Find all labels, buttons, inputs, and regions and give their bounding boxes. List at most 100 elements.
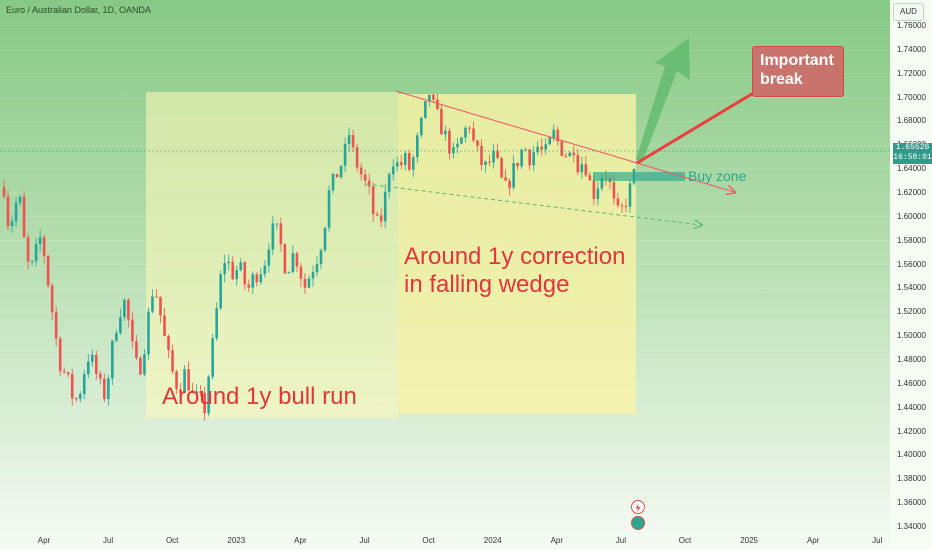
time-tick-label: Oct	[678, 536, 692, 545]
candle-body	[86, 361, 90, 375]
candle-body	[496, 150, 499, 158]
candle-body	[379, 215, 383, 222]
candle-body	[343, 143, 347, 166]
time-tick-label: Jul	[102, 536, 114, 545]
candle-body	[46, 255, 50, 286]
candle-body	[203, 392, 206, 414]
correction-label-line1: Around 1y correction	[404, 243, 626, 270]
candle-body	[448, 130, 451, 154]
price-tick-label: 1.74000	[897, 44, 926, 54]
price-tick-label: 1.48000	[897, 355, 926, 364]
candle-body	[267, 249, 271, 266]
important-break-line2: break	[760, 71, 803, 88]
candle-body	[411, 157, 415, 170]
candle-body	[544, 144, 548, 150]
bar-countdown: 16:58:01	[893, 153, 932, 162]
candle-body	[440, 109, 443, 135]
candle-body	[407, 153, 411, 170]
candle-body	[155, 296, 158, 298]
candle-body	[576, 155, 580, 173]
candle-body	[600, 177, 604, 189]
important-break-callout: Important break	[752, 46, 844, 97]
candle-body	[548, 137, 552, 145]
candle-body	[532, 152, 535, 166]
candle-body	[620, 205, 624, 207]
candle-body	[159, 296, 162, 316]
candle-body	[143, 354, 146, 375]
candle-body	[163, 315, 166, 336]
candle-body	[171, 350, 174, 372]
candle-body	[139, 357, 142, 375]
candle-body	[432, 94, 435, 100]
candle-body	[199, 391, 202, 393]
candle-body	[512, 162, 515, 188]
current-price-value: 1.65526	[895, 143, 930, 152]
price-axis-background	[890, 0, 932, 550]
candle-body	[235, 270, 239, 280]
candle-body	[331, 173, 335, 191]
price-tick-label: 1.56000	[897, 259, 926, 269]
candle-body	[263, 265, 267, 275]
candle-body	[291, 253, 295, 273]
candle-body	[592, 180, 596, 199]
price-tick-label: 1.68000	[897, 116, 926, 126]
candle-body	[628, 183, 632, 207]
candle-body	[323, 227, 327, 251]
candle-body	[460, 137, 463, 144]
candle-body	[6, 196, 10, 227]
candle-body	[504, 177, 507, 181]
price-tick-label: 1.34000	[897, 522, 926, 531]
candle-body	[42, 237, 46, 256]
wedge-lower-line	[365, 183, 701, 225]
price-tick-label: 1.72000	[897, 68, 926, 78]
candle-body	[275, 223, 279, 225]
lightning-icon[interactable]	[631, 500, 645, 514]
candle-body	[74, 398, 78, 400]
candle-body	[90, 354, 94, 362]
candle-body	[596, 188, 600, 199]
candle-body	[540, 146, 544, 150]
price-tick-label: 1.52000	[897, 307, 926, 317]
candle-body	[624, 205, 628, 207]
time-tick-label: 2025	[740, 536, 758, 545]
candle-body	[355, 147, 359, 168]
currency-selector[interactable]: AUD	[893, 3, 924, 21]
candle-body	[259, 274, 263, 283]
candle-body	[516, 162, 519, 167]
candle-body	[227, 261, 231, 264]
candle-body	[375, 214, 379, 216]
candle-body	[371, 186, 375, 215]
correction-box	[398, 94, 636, 414]
time-tick-label: 2024	[483, 536, 502, 545]
candle-body	[367, 180, 371, 187]
time-tick-label: Jul	[872, 536, 883, 545]
candle-body	[223, 263, 227, 275]
price-tick-label: 1.60000	[897, 211, 926, 221]
candle-body	[403, 153, 407, 165]
candle-body	[10, 221, 14, 227]
candle-body	[520, 149, 523, 167]
candle-body	[452, 147, 455, 154]
candle-body	[211, 338, 214, 377]
candle-body	[476, 140, 479, 146]
candle-body	[307, 278, 311, 288]
price-tick-label: 1.58000	[897, 235, 926, 245]
time-tick-label: Jul	[615, 536, 627, 545]
candle-body	[187, 369, 190, 391]
candle-body	[215, 308, 218, 339]
candle-body	[416, 135, 419, 158]
candle-body	[492, 150, 495, 163]
candle-body	[468, 127, 471, 129]
candle-body	[508, 180, 511, 188]
candle-body	[123, 299, 126, 318]
candle-body	[287, 272, 291, 274]
candle-body	[552, 129, 556, 138]
buy-zone-label: Buy zone	[688, 168, 747, 184]
candle-body	[115, 332, 118, 341]
alert-dot-icon[interactable]	[631, 516, 645, 530]
candle-body	[191, 390, 194, 394]
candle-body	[500, 157, 503, 178]
candle-body	[151, 296, 154, 312]
candle-body	[315, 264, 319, 273]
time-tick-label: Apr	[294, 536, 307, 545]
